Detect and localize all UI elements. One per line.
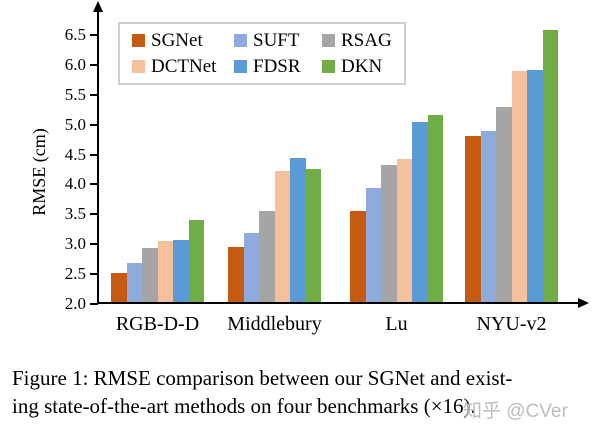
x-category-label-RGB-D-D: RGB-D-D	[115, 313, 200, 335]
bar-DCTNet-NYU-v2	[511, 71, 527, 302]
bar-DKN-RGB-D-D	[188, 219, 204, 302]
y-tick-label: 2.5	[64, 264, 86, 284]
legend-item-DCTNet: DCTNet	[132, 57, 234, 76]
y-tick	[90, 93, 98, 96]
x-category-label-NYU-v2: NYU-v2	[476, 313, 547, 335]
y-tick	[90, 153, 98, 156]
bar-DKN-Lu	[427, 114, 443, 302]
legend-label-RSAG: RSAG	[341, 30, 392, 51]
bar-RSAG-NYU-v2	[496, 106, 512, 302]
legend-item-RSAG: RSAG	[322, 31, 404, 50]
bar-SUFT-Middlebury	[243, 233, 259, 302]
legend-swatch-SUFT	[234, 34, 247, 47]
legend-item-FDSR: FDSR	[234, 57, 322, 76]
legend-item-SGNet: SGNet	[132, 31, 234, 50]
y-tick-label: 4.5	[64, 144, 86, 164]
y-tick-label: 5.5	[64, 84, 86, 104]
bar-SUFT-NYU-v2	[480, 131, 496, 302]
legend-label-DKN: DKN	[341, 56, 383, 77]
y-tick	[90, 34, 98, 37]
bar-SGNet-RGB-D-D	[111, 273, 127, 302]
legend-label-DCTNet: DCTNet	[151, 56, 217, 77]
bar-FDSR-NYU-v2	[527, 70, 543, 302]
y-tick	[90, 303, 98, 305]
bar-DKN-NYU-v2	[542, 30, 558, 302]
bar-group-Middlebury	[228, 158, 321, 302]
y-tick-label: 4.0	[64, 174, 86, 194]
y-tick	[90, 273, 98, 276]
bar-group-Lu	[350, 114, 443, 302]
bar-DCTNet-Middlebury	[274, 171, 290, 302]
y-tick-label: 6.0	[64, 54, 86, 74]
y-tick-label: 3.5	[64, 204, 86, 224]
bar-RSAG-Lu	[381, 165, 397, 302]
legend-label-FDSR: FDSR	[253, 56, 301, 77]
bar-DCTNet-RGB-D-D	[157, 241, 173, 302]
legend-label-SUFT: SUFT	[253, 30, 300, 51]
y-tick	[90, 63, 98, 66]
y-tick	[90, 183, 98, 186]
y-axis-line	[97, 10, 99, 304]
bar-SUFT-Lu	[365, 188, 381, 302]
bar-SGNet-NYU-v2	[465, 136, 481, 302]
watermark: 知乎 @CVer	[463, 401, 568, 422]
x-axis-line	[97, 302, 580, 304]
y-tick-label: 3.0	[64, 234, 86, 254]
plot-area	[98, 0, 585, 304]
caption-line-1: Figure 1: RMSE comparison between our SG…	[12, 366, 513, 390]
legend-swatch-DKN	[322, 60, 335, 73]
y-tick-label: 5.0	[64, 114, 86, 134]
legend-swatch-DCTNet	[132, 60, 145, 73]
y-tick	[90, 213, 98, 216]
bar-DKN-Middlebury	[305, 168, 321, 302]
bar-SUFT-RGB-D-D	[126, 262, 142, 302]
bar-DCTNet-Lu	[396, 158, 412, 302]
legend-swatch-SGNet	[132, 34, 145, 47]
legend: SGNet SUFT RSAG DCTNet FDSR DKN	[118, 22, 406, 85]
y-axis-arrow-icon	[93, 1, 103, 12]
bar-SGNet-Lu	[350, 211, 366, 302]
legend-item-SUFT: SUFT	[234, 31, 322, 50]
y-axis-title: RMSE (cm)	[29, 128, 49, 216]
y-tick-label: 6.5	[64, 25, 86, 45]
caption-line-2: ing state-of-the-art methods on four ben…	[12, 394, 476, 418]
x-category-label-Lu: Lu	[385, 313, 408, 335]
x-axis-arrow-icon	[578, 298, 589, 308]
bar-group-NYU-v2	[465, 30, 558, 302]
y-tick	[90, 243, 98, 246]
bar-group-RGB-D-D	[111, 219, 204, 302]
legend-item-DKN: DKN	[322, 57, 404, 76]
bar-RSAG-Middlebury	[259, 210, 275, 302]
bar-RSAG-RGB-D-D	[142, 248, 158, 302]
x-category-label-Middlebury: Middlebury	[227, 313, 322, 335]
y-tick	[90, 123, 98, 126]
bar-FDSR-RGB-D-D	[173, 239, 189, 302]
bar-FDSR-Lu	[412, 122, 428, 302]
bar-SGNet-Middlebury	[228, 247, 244, 302]
figure-caption: Figure 1: RMSE comparison between our SG…	[12, 364, 596, 420]
bar-FDSR-Middlebury	[290, 158, 306, 302]
legend-label-SGNet: SGNet	[151, 30, 203, 51]
legend-swatch-FDSR	[234, 60, 247, 73]
y-tick-label: 2.0	[64, 294, 86, 313]
legend-swatch-RSAG	[322, 34, 335, 47]
